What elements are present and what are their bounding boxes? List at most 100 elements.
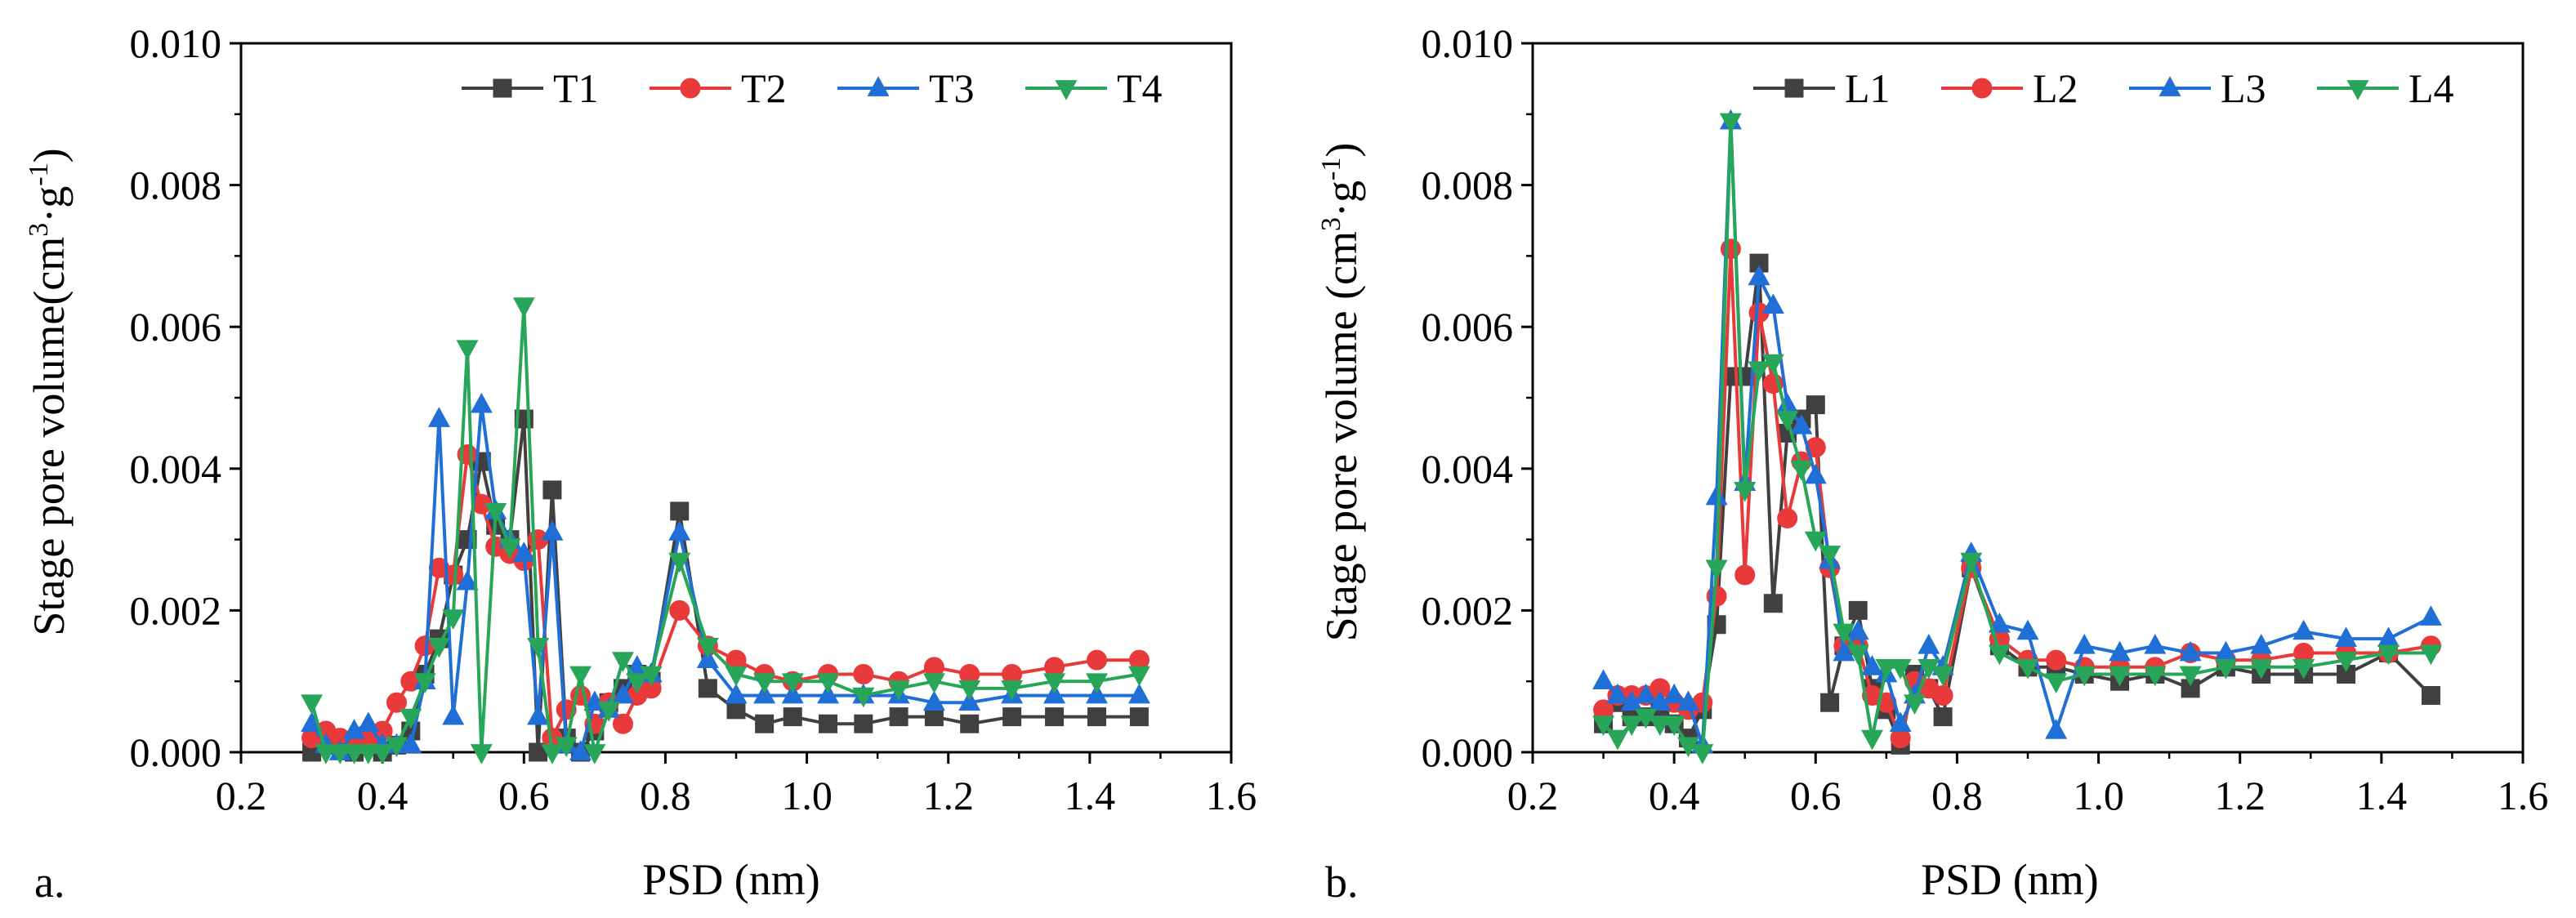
y-tick-label-a: 0.004 — [130, 446, 222, 492]
legend-item-t2: T2 — [650, 65, 787, 111]
data-point-l3 — [1833, 640, 1855, 662]
data-point-t4 — [555, 737, 578, 758]
y-axis-title-a-main: Stage pore volume(cm — [25, 237, 74, 636]
data-point-l4 — [1846, 644, 1869, 666]
data-point-l3 — [1988, 612, 2011, 633]
data-point-l4 — [2179, 666, 2202, 687]
y-tick-label-b: 0.002 — [1422, 587, 1514, 633]
data-point-l4 — [1960, 552, 1983, 573]
data-point-l2 — [2046, 649, 2067, 671]
data-point-t3 — [427, 407, 450, 427]
data-point-t3 — [817, 683, 840, 704]
data-point-t3 — [696, 648, 719, 669]
legend-marker-t4 — [1055, 80, 1078, 100]
y-axis-title-b-sup2: -1 — [1316, 158, 1346, 180]
data-point-t1 — [529, 742, 548, 762]
legend-item-l4: L4 — [2317, 65, 2454, 111]
data-point-t1 — [960, 714, 980, 733]
x-tick-label-a: 0.4 — [357, 773, 408, 818]
legend-label-t3: T3 — [929, 65, 975, 111]
data-point-t1 — [854, 714, 873, 733]
y-axis-title-b-main: Stage pore volume (cm — [1317, 231, 1366, 641]
data-point-l3 — [1705, 484, 1728, 506]
data-point-t2 — [853, 664, 874, 685]
y-tick-label-a: 0.010 — [130, 20, 222, 66]
data-point-t4 — [456, 340, 479, 361]
y-axis-title-b: Stage pore volume (cm3·g-1) — [1316, 143, 1366, 642]
data-point-t4 — [527, 637, 550, 658]
data-point-t4 — [371, 744, 394, 764]
x-tick-label-b: 0.6 — [1790, 773, 1842, 818]
legend-item-l2: L2 — [1941, 65, 2078, 111]
data-point-l1 — [1933, 707, 1953, 727]
data-point-l2 — [1805, 437, 1826, 458]
data-point-t4 — [753, 673, 776, 693]
data-point-l4 — [1734, 481, 1757, 502]
data-point-t1 — [819, 714, 838, 733]
data-point-t1 — [670, 501, 690, 521]
data-point-t1 — [1129, 707, 1149, 727]
data-point-t4 — [668, 552, 691, 573]
data-point-t2 — [612, 713, 633, 734]
y-tick-label-a: 0.006 — [130, 304, 222, 350]
legend-item-t1: T1 — [462, 65, 599, 111]
data-point-l3 — [1748, 265, 1770, 286]
data-point-l1 — [1820, 693, 1840, 712]
data-point-l3 — [1635, 683, 1658, 704]
data-point-t3 — [611, 683, 634, 704]
data-point-l3 — [1606, 683, 1629, 704]
data-point-l4 — [1988, 644, 2011, 666]
data-point-t3 — [357, 711, 380, 733]
data-point-l4 — [1663, 715, 1685, 737]
data-point-t4 — [427, 637, 450, 658]
legend-label-t1: T1 — [553, 65, 599, 111]
data-point-t2 — [1087, 649, 1108, 671]
y-tick-label-b: 0.000 — [1422, 729, 1514, 775]
legend-label-t2: T2 — [741, 65, 787, 111]
data-point-t4 — [400, 708, 422, 729]
data-point-t3 — [753, 683, 776, 704]
data-point-t3 — [541, 520, 564, 541]
legend-marker-t1 — [493, 78, 512, 98]
data-point-l1 — [2421, 686, 2440, 706]
data-point-l4 — [1620, 715, 1643, 737]
data-point-l4 — [1606, 729, 1629, 751]
legend-label-t4: T4 — [1117, 65, 1163, 111]
data-point-t4 — [541, 744, 564, 764]
data-point-t3 — [958, 690, 981, 711]
data-point-l4 — [1790, 460, 1813, 481]
data-point-l4 — [1833, 623, 1855, 644]
y-axis-title-a-sup2: -1 — [24, 163, 54, 185]
data-point-l3 — [2045, 719, 2068, 739]
y-axis-title-a-mid: ·g — [25, 186, 74, 223]
data-point-l4 — [2250, 658, 2273, 680]
data-point-t4 — [357, 744, 380, 764]
legend-label-l3: L3 — [2221, 65, 2266, 111]
data-point-t4 — [696, 637, 719, 658]
data-point-l3 — [2016, 619, 2039, 640]
data-point-t2 — [386, 692, 407, 713]
panel-label-b: b. — [1325, 858, 1359, 907]
data-point-l3 — [1917, 634, 1940, 654]
data-point-t4 — [725, 666, 748, 687]
legend-marker-t3 — [867, 76, 890, 96]
data-point-t3 — [1086, 683, 1109, 704]
data-point-t3 — [470, 392, 493, 413]
legend-marker-l1 — [1784, 78, 1804, 98]
data-point-l4 — [1748, 361, 1770, 382]
y-tick-label-b: 0.010 — [1422, 20, 1514, 66]
data-point-t3 — [781, 683, 804, 704]
data-point-t3 — [527, 704, 550, 725]
x-tick-label-a: 0.8 — [640, 773, 691, 818]
series-layer-b — [1592, 109, 2442, 764]
data-point-t3 — [1043, 683, 1066, 704]
data-point-t4 — [1086, 673, 1109, 693]
data-point-l4 — [2073, 666, 2096, 687]
data-point-l4 — [1931, 666, 1954, 687]
chart-panel-a: 0.2 0.4 0.6 0.8 1.0 1.2 1.4 1.6 0.000 0.002 0.004 0… — [24, 20, 1257, 907]
data-point-t4 — [301, 694, 324, 715]
y-axis-title-b-mid: ·g — [1317, 180, 1366, 217]
x-tick-label-a: 1.0 — [781, 773, 833, 818]
y-tick-label-b: 0.008 — [1422, 163, 1514, 208]
data-point-l4 — [1875, 658, 1898, 680]
